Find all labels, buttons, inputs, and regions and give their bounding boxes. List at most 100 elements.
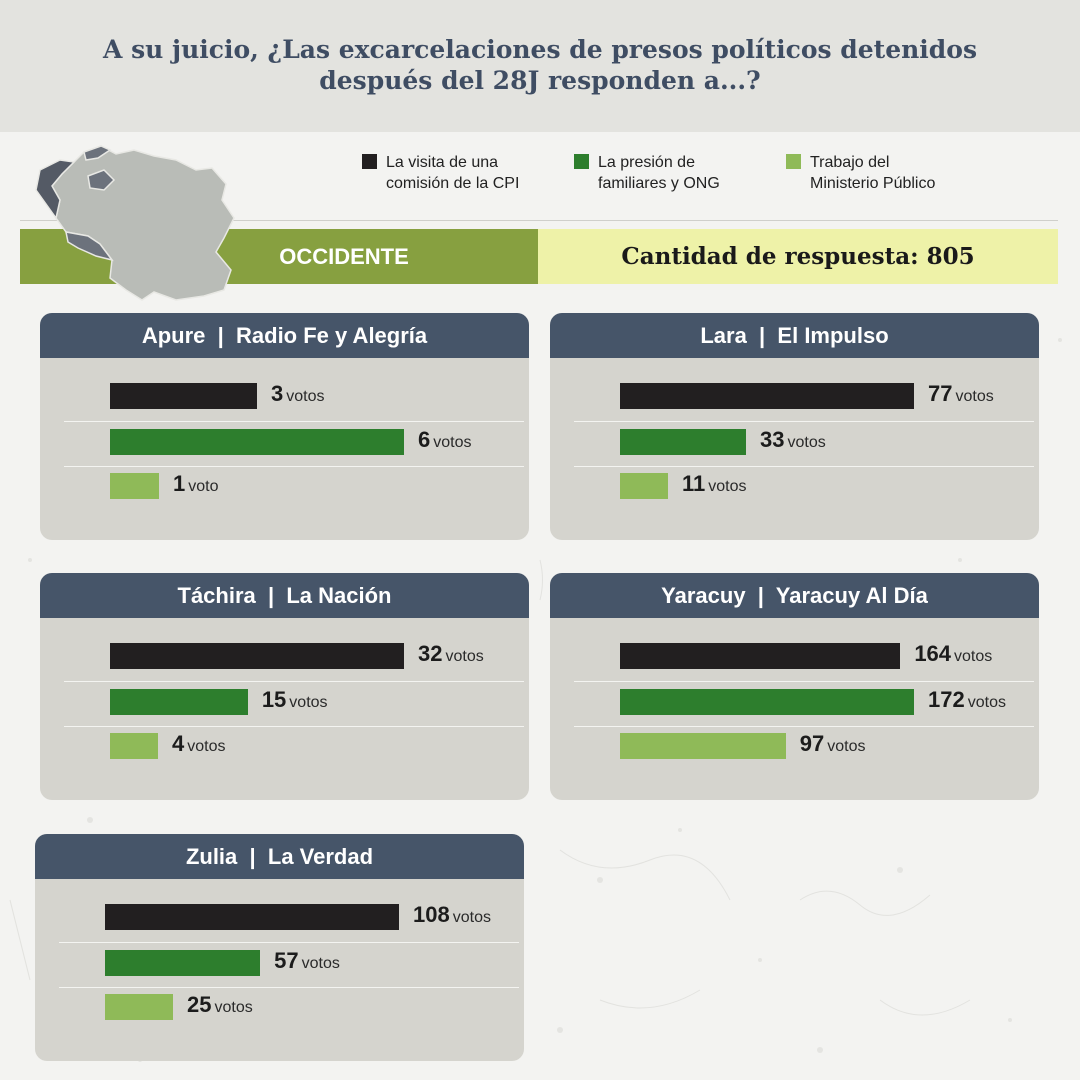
bar-ministerio [110,473,159,499]
bar-value-label: 32 votos [418,641,484,667]
bar-row: 77 votos [550,375,1039,420]
legend-swatch-ministerio [786,154,801,169]
bar-row: 108 votos [35,896,524,941]
bar-value-label: 77 votos [928,381,994,407]
panel-card: Yaracuy | Yaracuy Al Día 164 votos 172 votos… [550,573,1039,800]
panel-title: Yaracuy | Yaracuy Al Día [550,573,1039,618]
bar-value-label: 108 votos [413,902,491,928]
vote-count: 164 [914,641,952,666]
bar-value-label: 33 votos [760,427,826,453]
panel-title: Apure | Radio Fe y Alegría [40,313,529,358]
vote-unit: votos [827,738,866,755]
legend-swatch-ong [574,154,589,169]
title-line-1: A su juicio, ¿Las excarcelaciones de pre… [102,35,978,64]
vote-count: 3 [271,381,284,406]
panel-card: Apure | Radio Fe y Alegría 3 votos 6 votos 1 v… [40,313,529,540]
header-band: A su juicio, ¿Las excarcelaciones de pre… [0,0,1080,132]
vote-unit: votos [708,478,747,495]
bar-row: 172 votos [550,681,1039,726]
bar-ong [110,429,404,455]
bar-ministerio [110,733,158,759]
panel-card: Táchira | La Nación 32 votos 15 votos 4 votos [40,573,529,800]
bar-cpi [110,383,257,409]
vote-count: 172 [928,687,965,712]
bar-value-label: 25 votos [187,992,253,1018]
bar-value-label: 4 votos [172,731,226,757]
legend-label-ong: La presión de familiares y ONG [598,154,720,192]
bar-row: 1 voto [40,465,529,510]
vote-unit: votos [214,999,253,1016]
vote-count: 108 [413,902,450,927]
legend-label-cpi: La visita de una comisión de la CPI [386,154,520,192]
vote-unit: votos [289,694,328,711]
bar-row: 32 votos [40,635,529,680]
bar-row: 6 votos [40,421,529,466]
bar-row: 97 votos [550,725,1039,770]
title-line-2: después del 28J responden a...? [319,66,761,95]
vote-unit: voto [188,478,219,495]
vote-count: 11 [682,471,706,496]
row-divider [574,681,1034,682]
response-count-banner: Cantidad de respuesta: 805 [538,229,1058,284]
chart-title: A su juicio, ¿Las excarcelaciones de pre… [0,34,1080,96]
vote-unit: votos [955,388,994,405]
panel-card: Zulia | La Verdad 108 votos 57 votos 25 votos [35,834,524,1061]
vote-count: 15 [261,687,287,712]
row-divider [574,726,1034,727]
vote-count: 6 [418,427,431,452]
bar-ong [620,429,746,455]
vote-count: 1 [173,471,186,496]
panel-title: Táchira | La Nación [40,573,529,618]
vote-count: 32 [418,641,443,666]
bar-cpi [620,643,901,669]
bar-ministerio [105,994,174,1020]
vote-unit: votos [301,955,340,972]
bar-value-label: 164 votos [914,641,992,667]
bar-value-label: 172 votos [928,687,1006,713]
bar-value-label: 15 votos [262,687,328,713]
vote-unit: votos [954,648,993,665]
panel-title: Lara | El Impulso [550,313,1039,358]
bar-row: 25 votos [35,986,524,1031]
vote-count: 57 [274,948,299,973]
bar-cpi [110,643,404,669]
bar-value-label: 57 votos [274,948,340,974]
bar-row: 57 votos [35,942,524,987]
venezuela-map-icon [35,145,235,301]
response-count-text: Cantidad de respuesta: 805 [621,243,975,270]
row-divider [59,942,519,943]
bar-row: 3 votos [40,375,529,420]
vote-count: 33 [760,427,785,452]
vote-unit: votos [787,434,826,451]
vote-unit: votos [967,694,1006,711]
bar-row: 11 votos [550,465,1039,510]
vote-unit: votos [445,648,484,665]
bar-row: 164 votos [550,635,1039,680]
row-divider [64,466,524,467]
legend-label-ministerio: Trabajo del Ministerio Público [810,154,936,192]
bar-ong [620,689,914,715]
bar-ministerio [620,473,668,499]
bar-value-label: 6 votos [418,427,472,453]
bar-ministerio [620,733,786,759]
vote-unit: votos [452,909,491,926]
legend-divider [20,220,1058,221]
row-divider [574,466,1034,467]
bar-cpi [105,904,399,930]
row-divider [64,681,524,682]
vote-unit: votos [433,434,472,451]
bar-value-label: 11 votos [682,471,747,497]
row-divider [64,726,524,727]
panel-title: Zulia | La Verdad [35,834,524,879]
vote-count: 4 [172,731,185,756]
legend-swatch-cpi [362,154,377,169]
bar-value-label: 3 votos [271,381,325,407]
region-label: OCCIDENTE [279,244,409,269]
bar-row: 15 votos [40,681,529,726]
vote-unit: votos [187,738,226,755]
vote-unit: votos [286,388,325,405]
bar-value-label: 97 votos [800,731,866,757]
panel-card: Lara | El Impulso 77 votos 33 votos 11 votos [550,313,1039,540]
bar-ong [105,950,261,976]
bar-ong [110,689,248,715]
